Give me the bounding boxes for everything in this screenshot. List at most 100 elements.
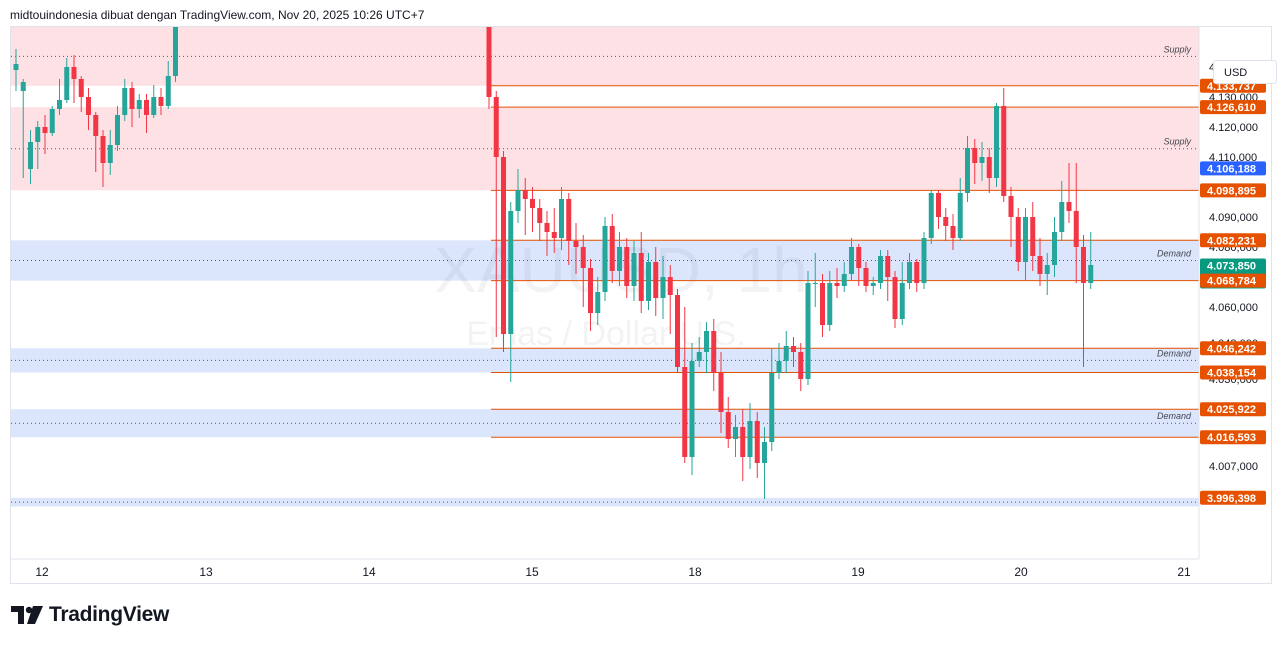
candle-body (107, 144, 113, 163)
price-label-value: 4.098,895 (1207, 185, 1256, 197)
candle (856, 243, 862, 286)
candle-body (1001, 105, 1007, 196)
candle-body (1073, 210, 1079, 247)
candle (979, 141, 985, 181)
candle (928, 189, 934, 244)
candle (950, 213, 956, 250)
candle-body (35, 126, 41, 142)
candle (1037, 237, 1043, 286)
candle (115, 105, 120, 151)
candle (747, 402, 753, 469)
candle-body (71, 66, 77, 79)
candle (827, 270, 833, 331)
candle (907, 252, 912, 289)
price-label: 4.126,610 (1200, 100, 1266, 115)
candle-body (914, 261, 920, 283)
candle (617, 231, 622, 286)
candle-body (602, 225, 608, 292)
candle-body (144, 99, 149, 115)
x-tick-label: 12 (35, 565, 49, 579)
candle-body (725, 411, 731, 439)
candle (493, 90, 499, 337)
candle (136, 93, 142, 118)
candle (28, 129, 33, 184)
candle (165, 60, 171, 109)
candle-body (573, 240, 579, 247)
chart-area[interactable]: Supply Supply Demand Demand Demand XAUUSD, 1… (10, 26, 1277, 584)
candle (573, 222, 579, 274)
candle-body (653, 261, 659, 298)
candle-body (1015, 216, 1021, 262)
candle-body (783, 345, 789, 361)
price-label-value: 4.068,784 (1207, 276, 1257, 288)
candle-body (878, 255, 883, 283)
demand-zone-label: Demand (1157, 348, 1192, 358)
candle (863, 261, 869, 292)
candle (667, 264, 673, 334)
demand-zone (11, 348, 1199, 373)
candle-body (78, 78, 84, 97)
candle-body (812, 282, 818, 284)
levels-layer (491, 85, 1199, 438)
candle (733, 414, 738, 457)
candle-body (64, 66, 70, 100)
candle-body (638, 252, 644, 301)
price-label: 4.025,922 (1200, 402, 1266, 417)
candle-body (1088, 264, 1094, 283)
candle (602, 216, 608, 301)
candle (122, 78, 128, 121)
candle-body (508, 210, 514, 334)
candle-body (776, 360, 782, 373)
currency-button[interactable]: USD (1213, 60, 1277, 84)
candle-body (1066, 201, 1072, 211)
candle (93, 111, 99, 172)
candle-body (57, 99, 62, 109)
candle (1088, 231, 1094, 289)
candle-body (646, 261, 651, 301)
candle (631, 240, 637, 301)
candle (20, 78, 26, 178)
candle (769, 348, 775, 451)
candle-body (1037, 255, 1043, 274)
candle (78, 75, 84, 112)
tradingview-logo[interactable]: TradingView (11, 603, 169, 627)
candle-body (122, 87, 128, 115)
candle-body (892, 276, 898, 319)
candle-body (631, 252, 637, 286)
candle (1030, 201, 1036, 271)
candle-body (957, 192, 963, 238)
x-tick-label: 15 (525, 565, 539, 579)
candle (805, 270, 811, 385)
candle (129, 81, 135, 127)
candle-body (899, 282, 905, 319)
candle-body (1052, 231, 1057, 265)
candle-body (660, 276, 666, 298)
candle (892, 270, 898, 328)
candle (638, 231, 644, 313)
candle-body (928, 192, 934, 238)
y-tick-label: 4.007,000 (1209, 461, 1258, 473)
candle-body (1030, 216, 1036, 256)
supply-zone (11, 27, 1199, 86)
candle (1066, 162, 1072, 223)
candle (595, 276, 601, 325)
price-label: 4.082,231 (1200, 233, 1266, 248)
candle (689, 342, 695, 475)
candle-body (885, 255, 891, 277)
candle (696, 336, 702, 367)
candle-body (559, 198, 564, 238)
candle-body (93, 114, 99, 136)
candle-body (856, 246, 862, 268)
candle-body (972, 147, 978, 163)
candle (936, 189, 941, 229)
candle (1008, 186, 1014, 247)
candle-body (530, 198, 535, 208)
candle (965, 135, 970, 202)
candle-body (798, 351, 804, 379)
candle (173, 27, 178, 82)
candle-body (129, 87, 135, 109)
x-tick-label: 18 (688, 565, 702, 579)
candle-body (165, 75, 171, 106)
x-tick-label: 13 (199, 565, 213, 579)
